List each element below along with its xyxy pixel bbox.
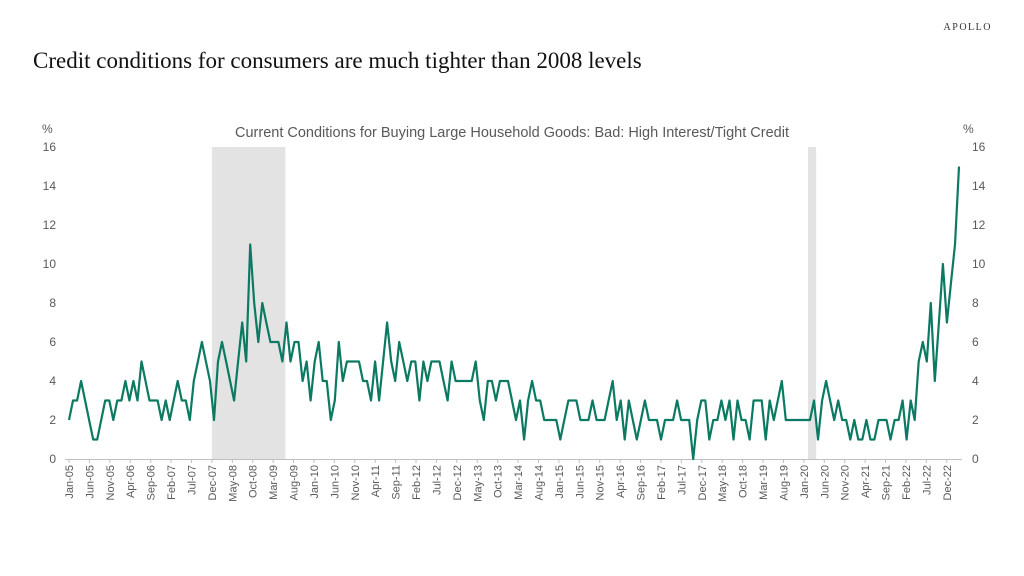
x-tick-label: Feb-22 <box>901 465 913 500</box>
x-tick-label: May-18 <box>717 465 729 502</box>
recession-shading <box>211 147 817 459</box>
x-tick-label: Apr-21 <box>860 465 872 498</box>
y-axis-right: 0 2 4 6 8 10 12 14 16 <box>972 140 986 466</box>
x-tick-label: Sep-16 <box>636 465 648 500</box>
y-axis-unit-right: % <box>963 122 974 136</box>
x-tick-label: Oct-13 <box>493 465 505 498</box>
y-tick-right-label: 12 <box>972 218 986 232</box>
y-tick-left-label: 4 <box>49 374 56 388</box>
series-line <box>67 166 961 461</box>
chart-title: Current Conditions for Buying Large Hous… <box>235 125 789 141</box>
x-tick-label: Sep-11 <box>391 465 403 500</box>
x-tick-label: Jan-15 <box>554 465 566 499</box>
x-tick-label: Jul-12 <box>431 465 443 495</box>
x-tick-label: Feb-17 <box>656 465 668 500</box>
x-tick-label: Dec-07 <box>207 465 219 500</box>
y-tick-right-label: 0 <box>972 452 979 466</box>
y-tick-left-label: 2 <box>49 413 56 427</box>
recession-band-2 <box>807 147 817 459</box>
y-tick-left-label: 14 <box>43 179 57 193</box>
x-tick-label: Jan-20 <box>799 465 811 499</box>
y-tick-right-label: 8 <box>972 296 979 310</box>
x-tick-label: Feb-07 <box>166 465 178 500</box>
x-tick-label: Mar-09 <box>268 465 280 500</box>
x-tick-label: Feb-12 <box>411 465 423 500</box>
x-tick-label: Jun-05 <box>84 465 96 499</box>
x-tick-label: Jun-20 <box>819 465 831 499</box>
y-tick-right-label: 2 <box>972 413 979 427</box>
apollo-logo: APOLLO <box>943 22 992 33</box>
y-tick-left-label: 0 <box>49 452 56 466</box>
y-tick-right-label: 6 <box>972 335 979 349</box>
x-tick-label: Dec-12 <box>452 465 464 500</box>
x-tick-label: Jan-10 <box>309 465 321 499</box>
y-tick-left-label: 16 <box>43 140 57 154</box>
x-tick-label: Oct-08 <box>248 465 260 498</box>
y-tick-left-label: 12 <box>43 218 57 232</box>
x-tick-label: Oct-18 <box>738 465 750 498</box>
x-tick-label: Apr-16 <box>615 465 627 498</box>
x-tick-label: Jul-07 <box>186 465 198 495</box>
x-tick-label: Dec-22 <box>942 465 954 500</box>
y-tick-left-label: 10 <box>43 257 57 271</box>
x-tick-label: Sep-21 <box>881 465 893 500</box>
x-tick-label: Jul-17 <box>676 465 688 495</box>
x-tick-label: Apr-11 <box>370 465 382 497</box>
y-tick-right-label: 4 <box>972 374 979 388</box>
x-tick-label: Jun-15 <box>574 465 586 499</box>
y-axis-unit-left: % <box>42 122 53 136</box>
y-tick-right-label: 16 <box>972 140 986 154</box>
x-tick-label: Nov-15 <box>595 465 607 500</box>
y-tick-right-label: 10 <box>972 257 986 271</box>
x-tick-label: May-13 <box>472 465 484 502</box>
x-tick-label: Jul-22 <box>921 465 933 495</box>
y-tick-left-label: 8 <box>49 296 56 310</box>
x-tick-label: Nov-05 <box>105 465 117 500</box>
x-tick-label: Dec-17 <box>697 465 709 500</box>
x-tick-label: Mar-14 <box>513 465 525 500</box>
x-tick-label: Mar-19 <box>758 465 770 500</box>
y-tick-left-label: 6 <box>49 335 56 349</box>
x-tick-label: Sep-06 <box>146 465 158 500</box>
x-tick-label: Aug-19 <box>778 465 790 500</box>
x-tick-label: May-08 <box>227 465 239 502</box>
x-tick-label: Nov-20 <box>840 465 852 500</box>
x-axis: Jan-05 Jun-05 Nov-05 Apr-06 Sep-06 Feb-07 Jul-… <box>64 459 954 502</box>
x-tick-label: Jun-10 <box>329 465 341 499</box>
x-tick-label: Nov-10 <box>350 465 362 500</box>
x-tick-label: Jan-05 <box>64 465 76 499</box>
slide-headline: Credit conditions for consumers are much… <box>33 48 642 73</box>
x-tick-label: Aug-14 <box>533 465 545 500</box>
x-tick-label: Aug-09 <box>289 465 301 500</box>
y-axis-left: 0 2 4 6 8 10 12 14 16 <box>43 140 57 466</box>
y-tick-right-label: 14 <box>972 179 986 193</box>
x-tick-label: Apr-06 <box>125 465 137 498</box>
